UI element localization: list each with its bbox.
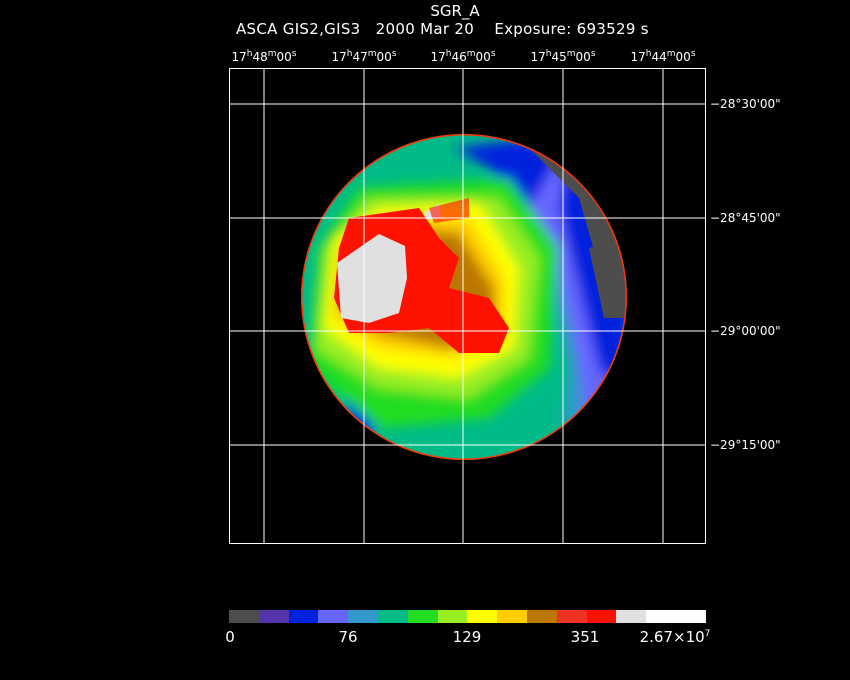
colorbar-swatch — [556, 610, 587, 623]
colorbar-swatch — [288, 610, 319, 623]
colorbar-swatch — [258, 610, 289, 623]
ra-tick-label: 17h46m00s — [430, 49, 496, 64]
colorbar-swatch — [407, 610, 438, 623]
colorbar-swatch — [675, 610, 706, 623]
colorbar-swatch — [467, 610, 498, 623]
colorbar-swatch — [497, 610, 527, 623]
colorbar-label: 0 — [225, 628, 235, 646]
image-title: SGR_A — [430, 2, 480, 20]
colorbar-swatch — [586, 610, 617, 623]
ra-tick-label: 17h45m00s — [530, 49, 596, 64]
coordinate-grid — [229, 68, 706, 544]
ra-tick-label: 17h44m00s — [630, 49, 696, 64]
colorbar-swatch — [318, 610, 349, 623]
intensity-map — [301, 134, 627, 460]
dec-tick-label: −29°15'00" — [710, 438, 781, 452]
dec-tick-label: −29°00'00" — [710, 324, 781, 338]
ra-tick-label: 17h47m00s — [331, 49, 397, 64]
colorbar-swatch — [526, 610, 557, 623]
colorbar-max-label: 2.67×107 — [639, 628, 711, 646]
colorbar-label: 351 — [570, 628, 600, 646]
colorbar-swatch — [348, 610, 378, 623]
dec-tick-label: −28°30'00" — [710, 97, 781, 111]
colorbar-label: 129 — [452, 628, 482, 646]
observation-info: ASCA GIS2,GIS3 2000 Mar 20 Exposure: 693… — [236, 20, 649, 38]
colorbar-swatch — [377, 610, 408, 623]
colorbar-swatch — [616, 610, 647, 623]
colorbar-swatch — [229, 610, 259, 623]
ra-tick-label: 17h48m00s — [231, 49, 297, 64]
colorbar-label: 76 — [338, 628, 358, 646]
xray-image-panel — [229, 68, 706, 544]
color-scale-bar — [229, 610, 706, 623]
colorbar-swatch — [646, 610, 676, 623]
colorbar-swatch — [437, 610, 468, 623]
dec-tick-label: −28°45'00" — [710, 211, 781, 225]
